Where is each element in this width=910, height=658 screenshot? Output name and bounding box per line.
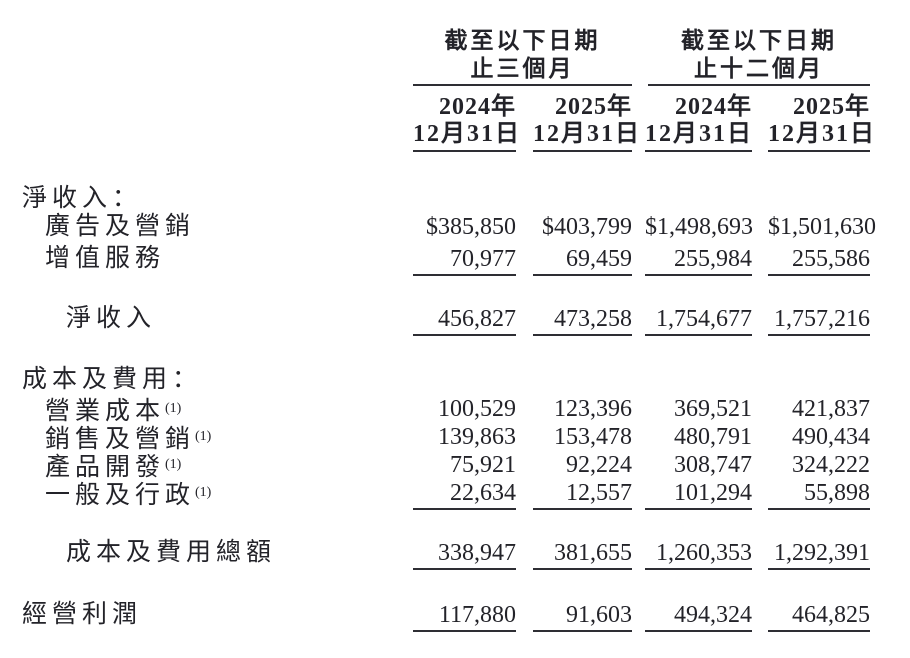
table-row: 成本及費用：	[0, 367, 910, 393]
cell-value: 338,947	[413, 540, 516, 570]
column-year: 2024年	[439, 94, 516, 120]
cell-value: 70,977	[413, 246, 516, 276]
table-row: 產品開發(1) 75,921 92,224 308,747 324,222	[0, 452, 910, 481]
column-year: 2025年	[793, 94, 870, 120]
row-label: 增值服務	[45, 245, 166, 272]
cell-value: 75,921	[450, 452, 516, 478]
column-date: 12月31日	[768, 121, 876, 147]
table-row: 廣告及營銷 $385,850 $403,799 $1,498,693 $1,50…	[0, 213, 910, 241]
row-label-text: 產品開發	[45, 454, 166, 481]
column-header-2024-q: 2024年 12月31日	[413, 94, 521, 152]
table-row: 經營利潤 117,880 91,603 494,324 464,825	[0, 601, 910, 632]
footnote-marker: (1)	[165, 401, 182, 416]
cell-value: $1,498,693	[645, 214, 753, 240]
table-row: 增值服務 70,977 69,459 255,984 255,586	[0, 245, 910, 276]
cell-value: 1,260,353	[645, 540, 752, 570]
cell-value: 92,224	[566, 452, 632, 478]
row-label: 營業成本(1)	[45, 396, 181, 425]
cell-value: $1,501,630	[768, 214, 876, 240]
cell-value: 1,292,391	[768, 540, 870, 570]
row-label: 廣告及營銷	[45, 213, 196, 240]
row-label: 成本及費用：	[22, 366, 203, 393]
column-group-three-months: 截至以下日期 止三個月	[413, 27, 632, 86]
cell-value: 456,827	[413, 306, 516, 336]
cell-value: 101,294	[645, 480, 752, 510]
cell-value: 123,396	[554, 396, 632, 422]
row-label-text: 銷售及營銷	[45, 426, 196, 453]
cell-value: 421,837	[792, 396, 870, 422]
column-group-line2: 止三個月	[470, 56, 575, 81]
column-year: 2025年	[555, 94, 632, 120]
cell-value: 69,459	[533, 246, 632, 276]
cell-value: 153,478	[554, 424, 632, 450]
cell-value: 324,222	[792, 452, 870, 478]
footnote-marker: (1)	[165, 457, 182, 472]
table-row: 成本及費用總額 338,947 381,655 1,260,353 1,292,…	[0, 539, 910, 570]
cell-value: 473,258	[533, 306, 632, 336]
column-header-2025-q: 2025年 12月31日	[533, 94, 641, 152]
cell-value: 91,603	[533, 602, 632, 632]
table-row: 淨收入：	[0, 186, 910, 212]
row-label-text: 營業成本	[45, 398, 166, 425]
column-date: 12月31日	[533, 121, 641, 147]
cell-value: 369,521	[674, 396, 752, 422]
cell-value: 139,863	[438, 424, 516, 450]
cell-value: 464,825	[768, 602, 870, 632]
footnote-marker: (1)	[195, 429, 212, 444]
table-row: 營業成本(1) 100,529 123,396 369,521 421,837	[0, 396, 910, 425]
row-label: 產品開發(1)	[45, 452, 181, 481]
column-header-2025-fy: 2025年 12月31日	[768, 94, 876, 152]
column-header-2024-fy: 2024年 12月31日	[645, 94, 752, 152]
cell-value: 22,634	[413, 480, 516, 510]
row-label-text: 一般及行政	[45, 482, 196, 509]
column-group-line1: 截至以下日期	[681, 28, 837, 53]
cell-value: 1,757,216	[768, 306, 870, 336]
table-row: 一般及行政(1) 22,634 12,557 101,294 55,898	[0, 480, 910, 510]
column-group-twelve-months: 截至以下日期 止十二個月	[648, 27, 870, 86]
column-date: 12月31日	[413, 121, 521, 147]
cell-value: 255,984	[645, 246, 752, 276]
table-row: 淨收入 456,827 473,258 1,754,677 1,757,216	[0, 305, 910, 336]
footnote-marker: (1)	[195, 485, 212, 500]
row-label: 成本及費用總額	[66, 539, 277, 566]
row-label: 經營利潤	[22, 601, 143, 628]
row-label: 銷售及營銷(1)	[45, 424, 211, 453]
row-label: 淨收入	[66, 305, 157, 332]
cell-value: 117,880	[413, 602, 516, 632]
cell-value: 55,898	[768, 480, 870, 510]
cell-value: 480,791	[674, 424, 752, 450]
table-row: 銷售及營銷(1) 139,863 153,478 480,791 490,434	[0, 424, 910, 453]
cell-value: 100,529	[438, 396, 516, 422]
cell-value: $403,799	[542, 214, 632, 240]
column-group-line2: 止十二個月	[694, 56, 824, 81]
row-label: 淨收入：	[22, 185, 143, 212]
cell-value: 494,324	[645, 602, 752, 632]
cell-value: 308,747	[674, 452, 752, 478]
cell-value: 490,434	[792, 424, 870, 450]
cell-value: 255,586	[768, 246, 870, 276]
cell-value: 1,754,677	[645, 306, 752, 336]
cell-value: 381,655	[533, 540, 632, 570]
column-group-line1: 截至以下日期	[444, 28, 601, 53]
row-label: 一般及行政(1)	[45, 480, 211, 509]
column-year: 2024年	[675, 94, 752, 120]
cell-value: 12,557	[533, 480, 632, 510]
column-date: 12月31日	[645, 121, 753, 147]
cell-value: $385,850	[426, 214, 516, 240]
